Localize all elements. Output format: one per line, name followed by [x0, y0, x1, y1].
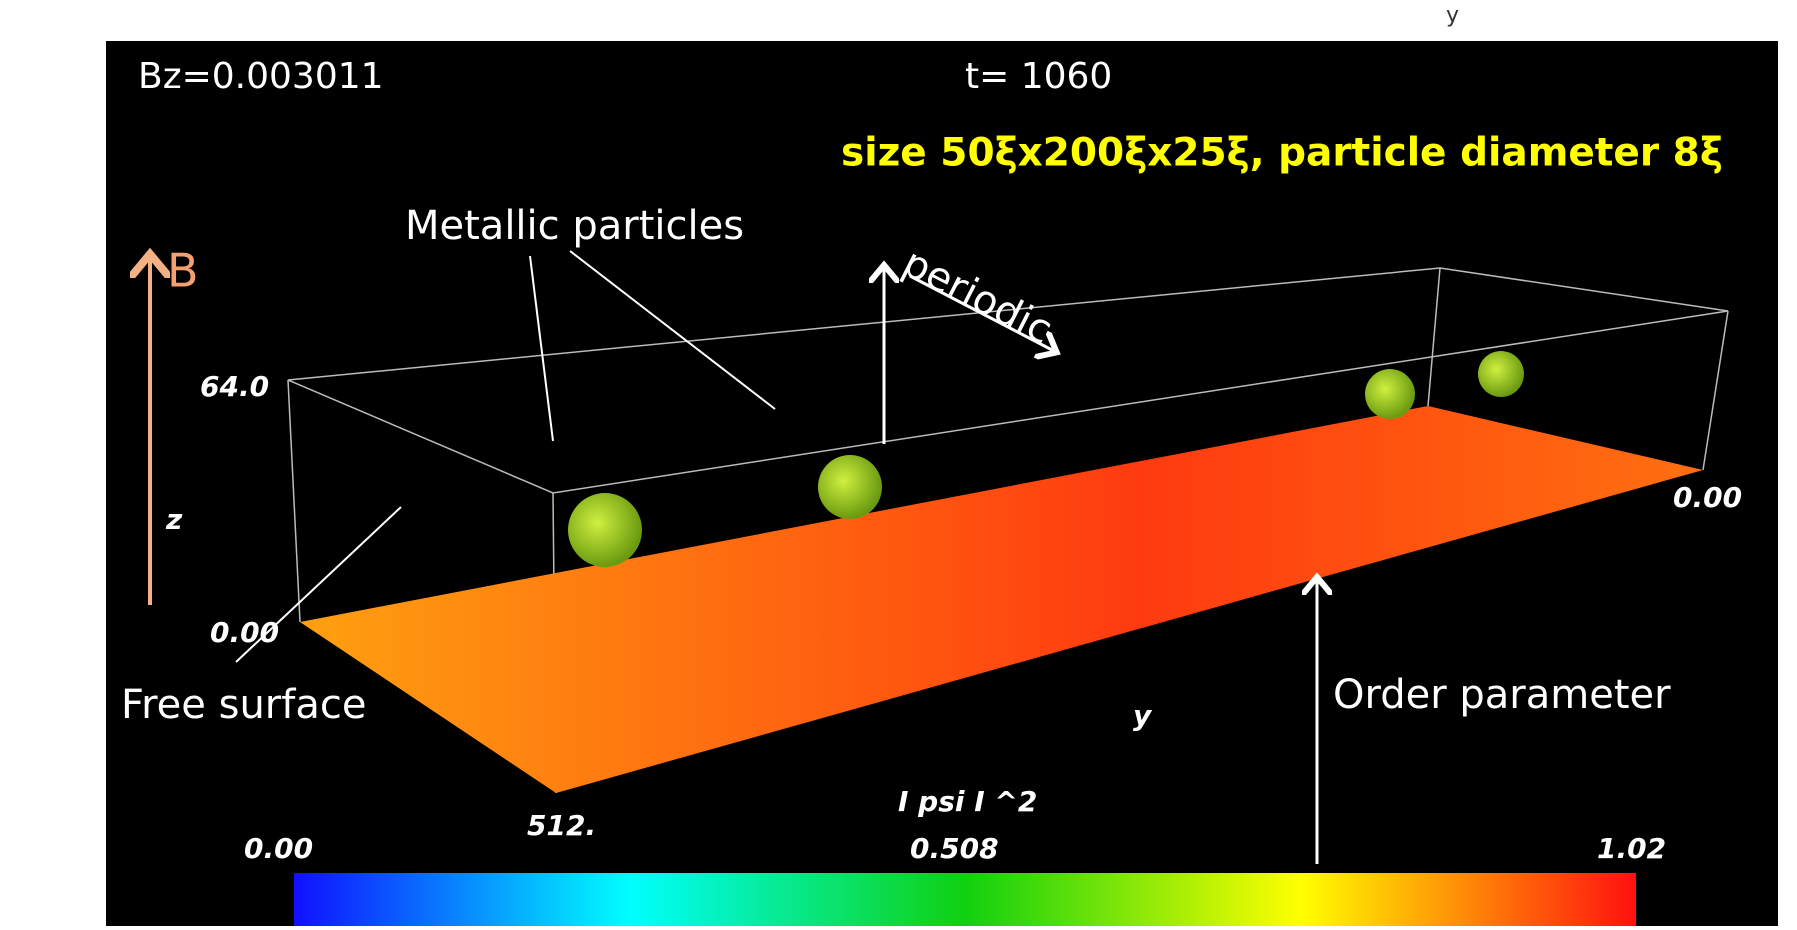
page: {"top_label": "y", "hud": {"bz": "Bz=0.0…	[0, 0, 1797, 926]
particle	[1365, 369, 1415, 419]
particles-label: Metallic particles	[405, 203, 744, 249]
visualization: y Bz=0.003011 t= 1060 size 50ξx200ξx25ξ,…	[0, 0, 1797, 926]
bz-label: Bz=0.003011	[138, 56, 384, 97]
z-label: z	[165, 503, 183, 536]
colorbar-title: I psi I ^2	[898, 785, 1037, 818]
caption: size 50ξx200ξx25ξ, particle diameter 8ξ	[841, 131, 1723, 176]
colorbar-tick: 0.508	[910, 832, 999, 865]
y-max: 512.	[527, 809, 596, 842]
surface-label: Free surface	[121, 682, 366, 728]
field-label: B	[167, 244, 199, 298]
colorbar	[294, 873, 1636, 926]
z-max: 64.0	[200, 370, 269, 403]
y-min: 0.00	[1673, 481, 1742, 514]
time-label: t= 1060	[965, 56, 1112, 97]
colorbar-tick: 1.02	[1597, 832, 1666, 865]
particle	[568, 493, 642, 567]
order-label: Order parameter	[1333, 672, 1671, 718]
particle	[818, 455, 882, 519]
colorbar-tick: 0.00	[244, 832, 313, 865]
y-label: y	[1133, 699, 1153, 732]
top-label: y	[1446, 3, 1459, 28]
particle	[1478, 351, 1524, 397]
